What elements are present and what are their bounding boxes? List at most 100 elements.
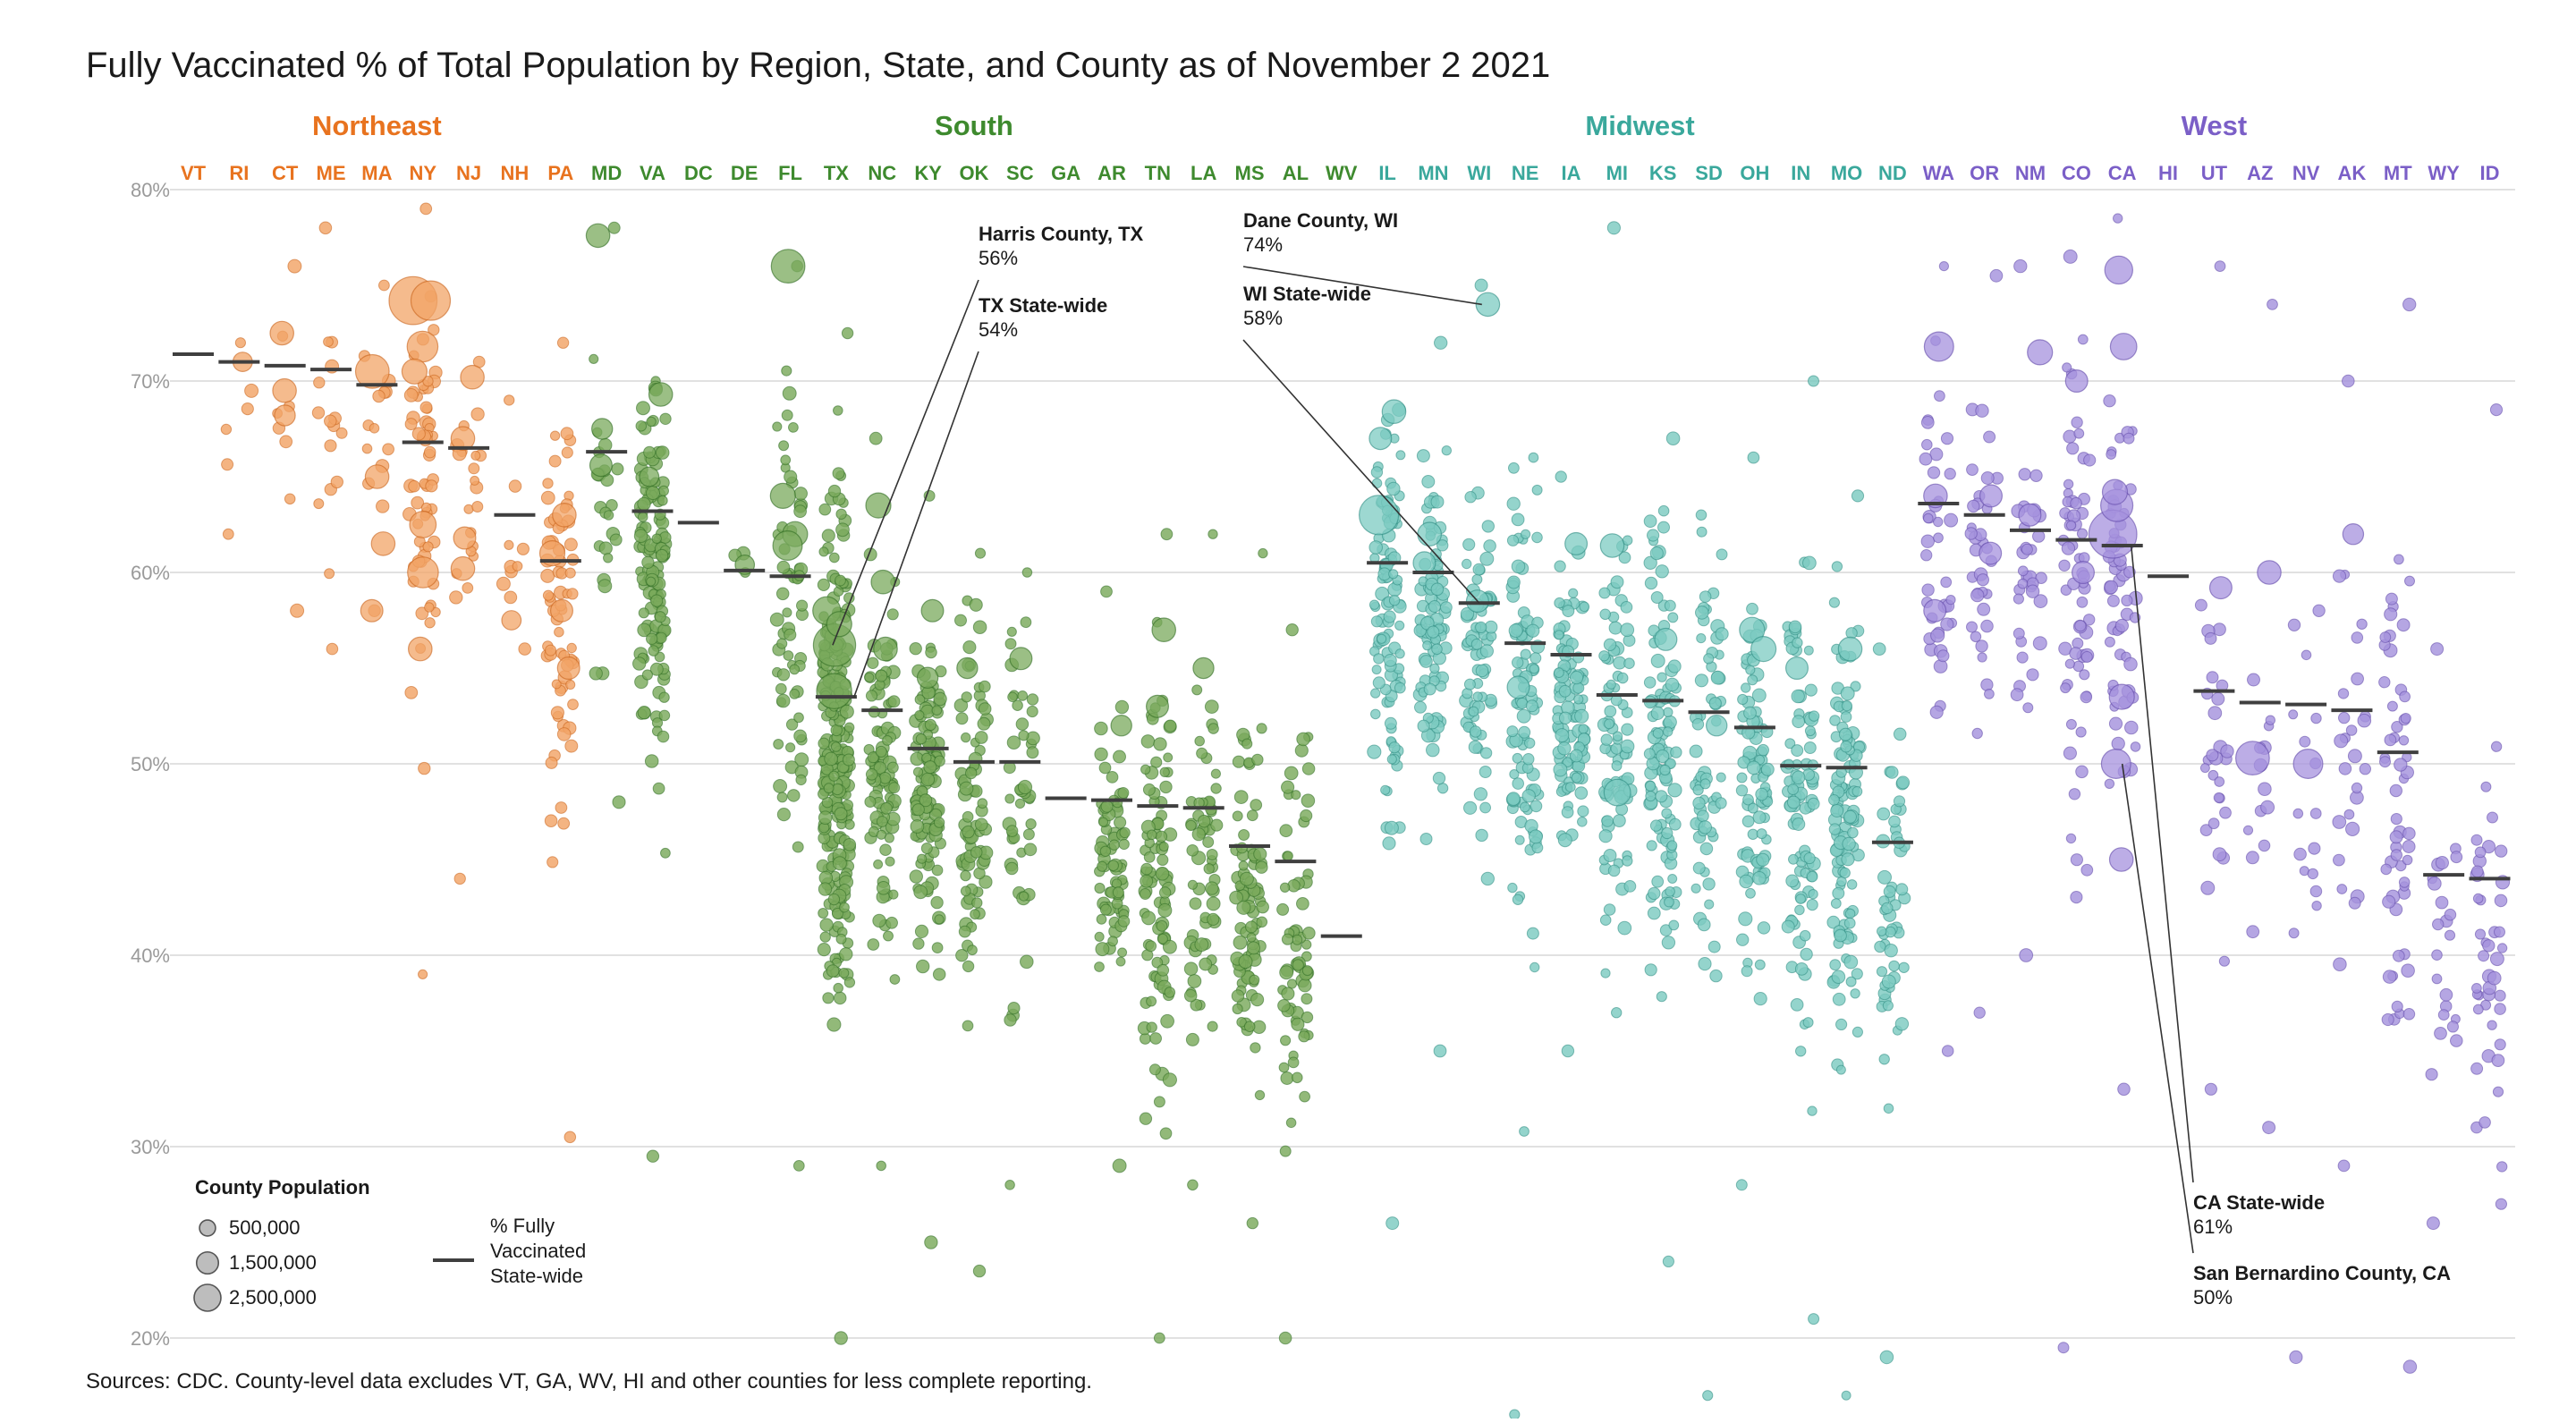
county-point xyxy=(554,626,564,638)
county-point xyxy=(1665,677,1680,692)
county-point xyxy=(1657,521,1670,534)
county-point xyxy=(1664,599,1676,612)
county-point xyxy=(1146,995,1157,1007)
county-point xyxy=(2396,618,2411,632)
county-point xyxy=(2012,627,2025,640)
county-point xyxy=(1474,278,1488,292)
county-point xyxy=(1106,771,1119,783)
county-point xyxy=(221,458,234,471)
county-point-large xyxy=(2208,576,2233,600)
county-point xyxy=(1017,690,1029,701)
county-point xyxy=(643,445,657,459)
county-point xyxy=(1663,707,1674,717)
county-point-large xyxy=(1784,656,1809,680)
state-code-label: MI xyxy=(1606,162,1628,184)
county-point-large xyxy=(1368,427,1393,451)
county-point xyxy=(1617,920,1632,936)
county-point xyxy=(2079,669,2090,681)
county-point-large xyxy=(274,404,296,427)
county-point xyxy=(888,889,899,900)
county-point xyxy=(1791,744,1804,758)
county-point xyxy=(1440,601,1453,614)
county-point-large xyxy=(501,610,522,631)
county-point xyxy=(865,768,878,781)
county-point xyxy=(1015,717,1030,731)
county-point-large xyxy=(1151,617,1176,642)
county-point xyxy=(1738,911,1753,927)
county-point xyxy=(962,960,975,973)
county-point-large xyxy=(589,453,613,478)
county-point xyxy=(772,421,783,432)
county-point xyxy=(564,567,576,579)
county-point xyxy=(376,499,390,513)
county-point xyxy=(1840,741,1852,753)
county-point xyxy=(1611,760,1623,772)
county-point xyxy=(1699,778,1711,790)
county-point xyxy=(287,258,302,274)
county-point xyxy=(1620,601,1633,614)
county-point xyxy=(1140,874,1154,888)
county-point xyxy=(914,694,926,705)
county-point xyxy=(1525,699,1538,713)
county-point xyxy=(1512,894,1524,905)
county-point xyxy=(1099,845,1112,857)
county-point xyxy=(1155,867,1170,881)
county-point xyxy=(1611,1007,1623,1019)
county-point xyxy=(1612,731,1623,741)
y-tick-label: 80% xyxy=(131,179,170,201)
county-point xyxy=(1159,1127,1173,1140)
annotation-value: 61% xyxy=(2193,1215,2233,1238)
annotation-leader xyxy=(832,279,979,646)
county-point xyxy=(1656,991,1667,1003)
state-code-label: TX xyxy=(824,162,849,184)
county-point xyxy=(2207,769,2219,781)
county-point xyxy=(1665,431,1681,446)
county-point xyxy=(970,846,983,859)
state-code-label: NE xyxy=(1512,162,1539,184)
county-point xyxy=(2389,783,2403,798)
county-point xyxy=(1804,683,1818,697)
county-point xyxy=(1014,798,1026,809)
county-point xyxy=(924,1235,938,1249)
county-point xyxy=(1879,1350,1894,1365)
county-point xyxy=(1208,723,1219,734)
county-point xyxy=(2211,691,2225,706)
county-point xyxy=(2435,895,2449,910)
county-point xyxy=(2478,950,2490,962)
header-layer: Northeast South Midwest West VT RI CT ME MA NY NJ N… xyxy=(181,110,2500,184)
county-point xyxy=(2496,1161,2508,1173)
county-point xyxy=(962,810,974,823)
county-point xyxy=(2287,618,2301,631)
county-point xyxy=(1933,516,1944,528)
county-point xyxy=(2359,763,2372,775)
county-point xyxy=(2338,711,2351,724)
state-code-label: MT xyxy=(2384,162,2412,184)
county-point xyxy=(1898,961,1910,974)
county-point-large xyxy=(354,353,390,389)
county-point xyxy=(1301,965,1313,977)
county-point xyxy=(1026,705,1038,718)
county-point xyxy=(2067,509,2081,523)
county-point xyxy=(843,838,857,851)
county-point xyxy=(244,383,259,398)
state-code-label: MS xyxy=(1235,162,1265,184)
county-point xyxy=(912,937,925,950)
county-point xyxy=(1741,815,1755,828)
county-point xyxy=(1919,452,1933,466)
county-point xyxy=(1564,782,1576,792)
county-point xyxy=(1885,766,1899,779)
county-point xyxy=(644,754,659,768)
state-code-label: NH xyxy=(501,162,530,184)
county-point xyxy=(1756,828,1767,840)
county-point xyxy=(313,498,325,510)
county-point xyxy=(1554,597,1565,609)
county-point xyxy=(1661,826,1674,840)
county-point xyxy=(1279,1145,1292,1157)
county-point xyxy=(1158,842,1169,852)
county-point xyxy=(2394,554,2404,565)
county-point xyxy=(1657,672,1667,682)
county-point xyxy=(1119,826,1131,839)
county-point xyxy=(1735,1179,1748,1191)
county-point xyxy=(311,406,326,419)
county-point-large xyxy=(1358,495,1400,536)
